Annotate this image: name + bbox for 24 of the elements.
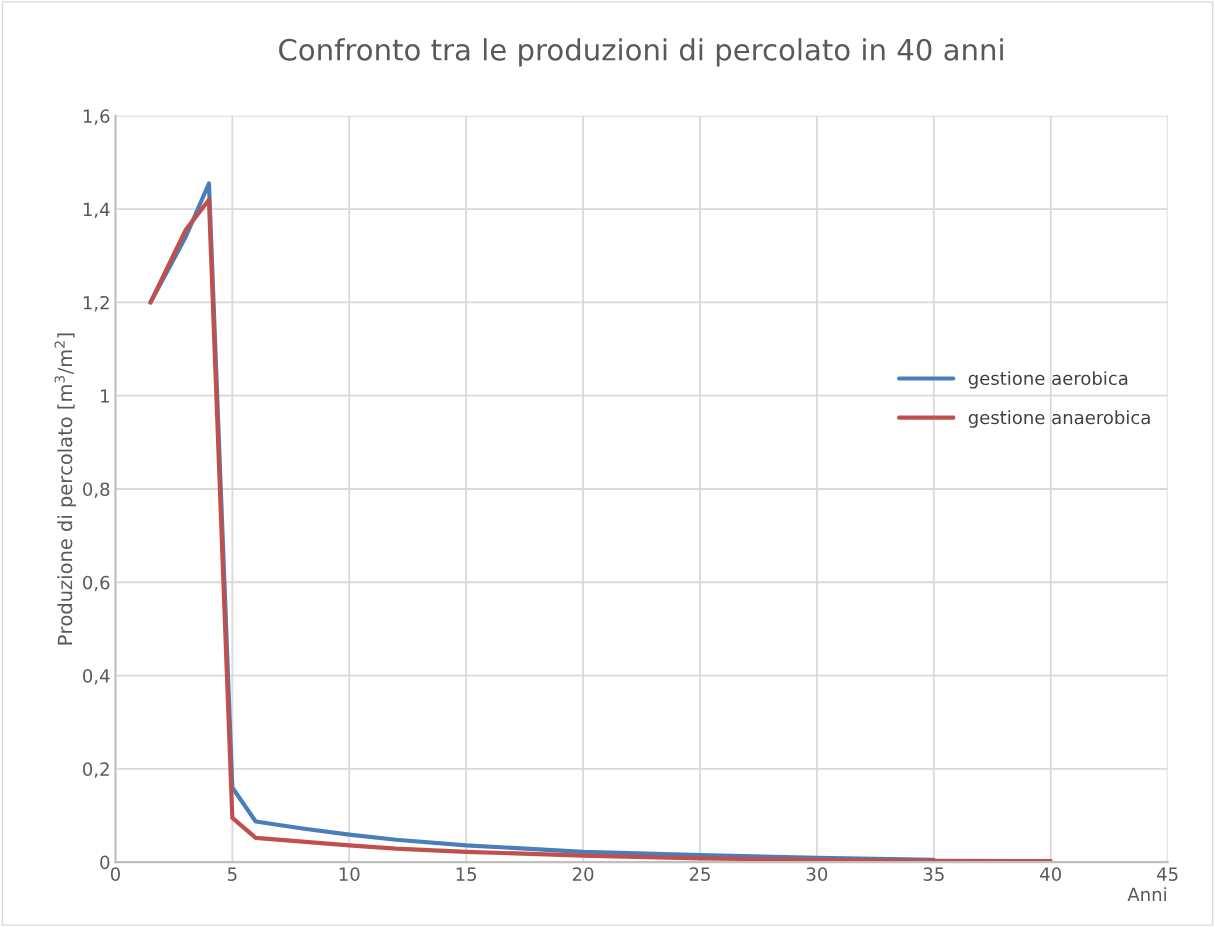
- x-tick-label: 0: [110, 867, 120, 881]
- x-tick-label: 20: [572, 867, 594, 881]
- x-tick-label: 25: [689, 867, 710, 881]
- y-tick-label: 0,6: [83, 575, 110, 592]
- legend-label: gestione aerobica: [968, 371, 1128, 389]
- x-axis-title: Anni: [1127, 887, 1166, 901]
- x-tick-label: 40: [1040, 867, 1061, 881]
- x-tick-label: 30: [806, 867, 828, 881]
- y-tick-label: 1: [101, 389, 109, 403]
- x-tick-label: 5: [227, 867, 237, 881]
- x-tick-label: 35: [923, 867, 944, 881]
- y-tick-label: 1,4: [83, 202, 110, 219]
- legend-label: gestione anaerobica: [968, 410, 1150, 428]
- x-tick-label: 45: [1157, 867, 1178, 881]
- x-tick-label: 15: [456, 867, 477, 881]
- x-tick-label: 10: [339, 867, 360, 881]
- y-tick-label: 1,2: [83, 295, 109, 312]
- y-axis-title: Produzione di percolato [m$^{3}$/m$^{2}$]: [54, 333, 77, 645]
- y-tick-label: 0,4: [83, 669, 110, 685]
- y-tick-label: 1,6: [83, 109, 110, 125]
- chart-title: Confronto tra le produzioni di percolato in 40 anni: [279, 38, 1003, 67]
- y-tick-label: 0: [100, 855, 110, 870]
- y-tick-label: 0,2: [83, 762, 109, 778]
- y-tick-label: 0,8: [83, 482, 110, 498]
